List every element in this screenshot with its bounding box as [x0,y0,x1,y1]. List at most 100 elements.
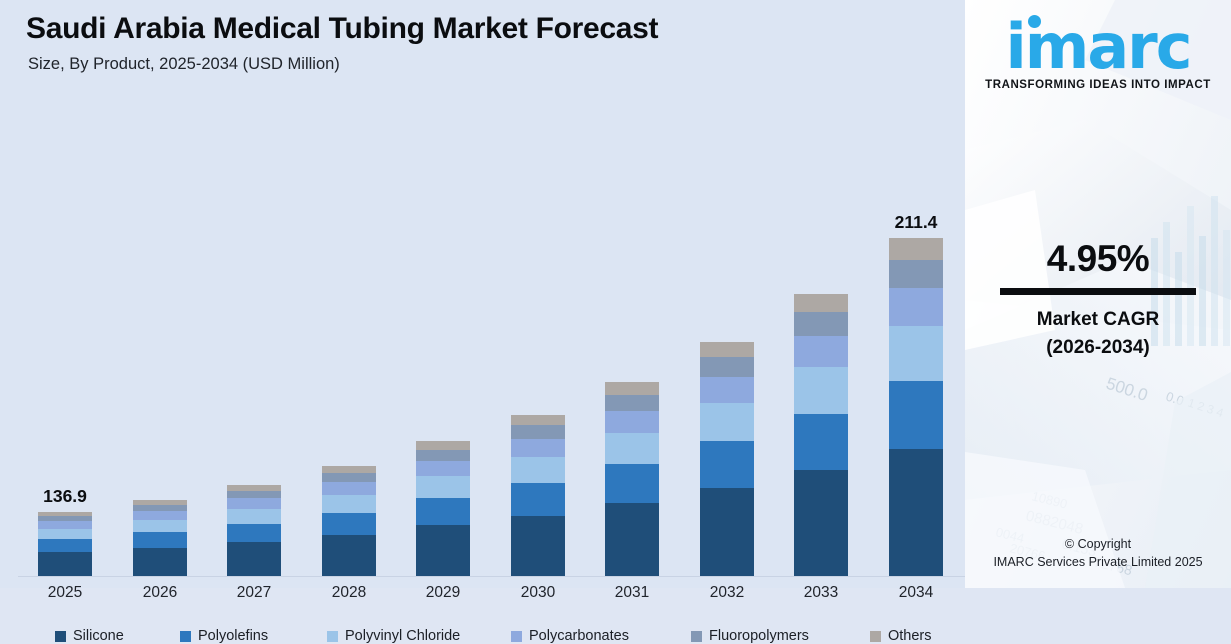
bar-segment-polyolefins[interactable] [889,381,943,450]
bar-segment-polyvinyl-chloride[interactable] [889,326,943,382]
bar-segment-fluoropolymers[interactable] [605,394,659,411]
bar-segment-fluoropolymers[interactable] [227,490,281,499]
bar-group-2028[interactable] [322,466,376,576]
bar-segment-others[interactable] [794,294,848,313]
bar-segment-silicone[interactable] [133,547,187,576]
bar-group-2027[interactable] [227,484,281,576]
bar-segment-others[interactable] [322,466,376,474]
stacked-bar[interactable] [889,238,943,576]
bar-segment-others[interactable] [416,441,470,450]
x-axis-label-2028: 2028 [331,584,367,601]
legend-label: Polyvinyl Chloride [345,628,461,644]
bar-group-2025[interactable]: 136.9 [38,486,92,576]
legend-item-polyolefins[interactable]: Polyolefins [180,628,268,644]
bar-segment-polyvinyl-chloride[interactable] [511,456,565,484]
bar-segment-silicone[interactable] [605,503,659,576]
bar-group-2030[interactable] [511,414,565,576]
bar-segment-polyolefins[interactable] [38,539,92,552]
bar-segment-others[interactable] [511,414,565,426]
bar-segment-polyvinyl-chloride[interactable] [227,508,281,524]
bar-group-2031[interactable] [605,382,659,576]
legend-item-silicone[interactable]: Silicone [55,628,124,644]
bar-segment-polyvinyl-chloride[interactable] [322,494,376,513]
bar-segment-polycarbonates[interactable] [322,482,376,495]
bar-segment-polyolefins[interactable] [794,413,848,471]
bar-segment-polycarbonates[interactable] [605,410,659,433]
bar-group-2026[interactable] [133,499,187,576]
bar-segment-silicone[interactable] [794,470,848,576]
bar-segment-polyolefins[interactable] [511,483,565,516]
x-axis-label-2032: 2032 [709,584,745,601]
legend-item-polycarbonates[interactable]: Polycarbonates [511,628,629,644]
bar-segment-polycarbonates[interactable] [416,460,470,477]
legend-swatch-icon [691,630,702,642]
copyright-line-2: IMARC Services Private Limited 2025 [993,555,1203,570]
logo-dot-icon [1028,15,1041,28]
stacked-bar[interactable] [322,466,376,576]
stacked-bar[interactable] [38,511,92,576]
cagr-period: (2026-2034) [1046,336,1150,358]
bar-segment-silicone[interactable] [416,525,470,576]
bar-segment-others[interactable] [227,484,281,491]
bar-segment-silicone[interactable] [38,552,92,576]
bar-segment-polyvinyl-chloride[interactable] [605,432,659,465]
chart-header: Saudi Arabia Medical Tubing Market Forec… [26,10,659,74]
bar-segment-polycarbonates[interactable] [700,376,754,403]
bar-segment-fluoropolymers[interactable] [889,259,943,289]
bar-segment-silicone[interactable] [700,488,754,576]
bar-segment-polyvinyl-chloride[interactable] [133,519,187,533]
bar-segment-silicone[interactable] [889,449,943,576]
bar-segment-polyolefins[interactable] [416,498,470,526]
bar-segment-polycarbonates[interactable] [133,511,187,520]
bar-segment-fluoropolymers[interactable] [133,504,187,512]
legend-label: Fluoropolymers [709,628,809,644]
stacked-bar[interactable] [416,441,470,576]
bar-segment-polycarbonates[interactable] [227,498,281,509]
bar-segment-silicone[interactable] [227,541,281,576]
bar-segment-polyvinyl-chloride[interactable] [416,476,470,499]
bar-segment-silicone[interactable] [322,534,376,576]
bar-segment-polyvinyl-chloride[interactable] [700,402,754,442]
stacked-bar[interactable] [511,414,565,576]
bar-segment-polyolefins[interactable] [700,441,754,489]
stacked-bar[interactable] [794,294,848,576]
legend-item-fluoropolymers[interactable]: Fluoropolymers [691,628,809,644]
bar-segment-polyvinyl-chloride[interactable] [794,367,848,414]
bar-segment-fluoropolymers[interactable] [511,425,565,439]
bar-segment-silicone[interactable] [511,515,565,576]
bar-segment-polycarbonates[interactable] [889,288,943,327]
bar-segment-fluoropolymers[interactable] [322,473,376,483]
bar-segment-polyolefins[interactable] [133,532,187,548]
legend-item-others[interactable]: Others [870,628,932,644]
brand-panel: 500.0 0.0 1 2 3 4 0882048 10890 0.153 20… [965,0,1231,588]
stacked-bar[interactable] [700,342,754,576]
cagr-divider [1000,288,1196,295]
stacked-bar[interactable] [133,499,187,576]
bar-segment-polyvinyl-chloride[interactable] [38,528,92,540]
stacked-bar[interactable] [227,484,281,576]
bar-segment-others[interactable] [38,511,92,517]
bar-segment-fluoropolymers[interactable] [794,312,848,336]
legend-label: Polyolefins [198,628,269,644]
bar-segment-polyolefins[interactable] [322,512,376,535]
legend-label: Polycarbonates [529,628,629,644]
bar-group-2034[interactable]: 211.4 [889,212,943,576]
bar-segment-polycarbonates[interactable] [38,521,92,529]
bar-segment-fluoropolymers[interactable] [38,516,92,522]
bar-segment-polycarbonates[interactable] [794,335,848,368]
bar-segment-others[interactable] [605,382,659,395]
stacked-bar[interactable] [605,382,659,576]
legend-swatch-icon [327,630,338,642]
bar-segment-others[interactable] [700,342,754,358]
legend-item-polyvinyl-chloride[interactable]: Polyvinyl Chloride [327,628,460,644]
bar-segment-fluoropolymers[interactable] [700,357,754,377]
bar-segment-polycarbonates[interactable] [511,438,565,457]
bar-group-2032[interactable] [700,342,754,576]
bar-group-2029[interactable] [416,441,470,576]
bar-segment-polyolefins[interactable] [605,464,659,504]
bar-segment-polyolefins[interactable] [227,523,281,542]
bar-segment-others[interactable] [133,499,187,505]
bar-group-2033[interactable] [794,294,848,576]
bar-segment-others[interactable] [889,238,943,260]
bar-segment-fluoropolymers[interactable] [416,449,470,461]
